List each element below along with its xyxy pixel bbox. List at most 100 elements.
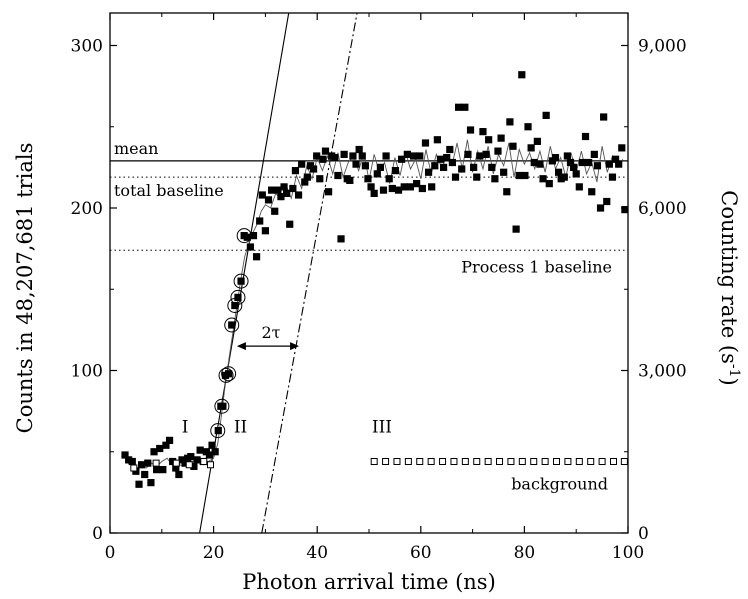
circled-point xyxy=(236,228,252,244)
background-point xyxy=(575,458,583,465)
data-point xyxy=(144,459,152,467)
data-point xyxy=(485,136,493,144)
data-point xyxy=(237,277,245,285)
data-point xyxy=(542,111,550,119)
data-point xyxy=(533,137,541,145)
data-point xyxy=(539,175,547,183)
data-point xyxy=(585,158,593,167)
data-point xyxy=(358,152,366,160)
background-point xyxy=(473,458,481,465)
data-point xyxy=(500,168,508,176)
data-point xyxy=(596,204,605,212)
data-point xyxy=(187,453,195,461)
data-point xyxy=(121,451,129,459)
y-tick-label: 200 xyxy=(71,199,103,219)
data-point xyxy=(355,145,363,154)
data-point xyxy=(560,173,568,181)
data-point xyxy=(228,321,236,329)
data-point xyxy=(159,466,167,474)
data-point xyxy=(321,147,330,155)
data-point xyxy=(466,126,475,134)
data-point xyxy=(524,123,532,131)
data-point xyxy=(298,160,306,168)
circled-point xyxy=(210,423,226,439)
data-point xyxy=(147,479,155,487)
data-point xyxy=(268,186,276,194)
data-point xyxy=(391,167,400,175)
data-point xyxy=(219,402,227,410)
data-point xyxy=(451,173,460,181)
data-point xyxy=(153,466,161,474)
data-point xyxy=(464,150,472,158)
data-point xyxy=(503,188,511,196)
data-point xyxy=(470,163,478,171)
data-point xyxy=(385,175,393,183)
data-point xyxy=(172,464,180,472)
background-point xyxy=(382,458,390,465)
data-point xyxy=(346,176,354,184)
early-open-square xyxy=(206,461,214,469)
data-point xyxy=(382,152,390,160)
data-point xyxy=(509,142,517,150)
background-point xyxy=(450,458,458,465)
background-point xyxy=(404,458,412,465)
data-point xyxy=(196,446,204,454)
data-point xyxy=(431,162,439,170)
data-point xyxy=(340,150,348,158)
circled-point xyxy=(224,317,240,333)
y-tick-label: 300 xyxy=(71,37,103,57)
y-tick-label: 0 xyxy=(92,524,103,544)
data-point xyxy=(545,180,553,188)
data-point xyxy=(590,150,598,158)
y2-tick-label: 0 xyxy=(638,524,649,544)
data-point xyxy=(280,183,288,191)
data-point xyxy=(433,136,441,144)
x-tick-label: 20 xyxy=(203,543,225,563)
data-point xyxy=(271,207,279,215)
data-point xyxy=(527,144,535,152)
y2-tick-label: 3,000 xyxy=(638,362,687,382)
data-point xyxy=(283,189,291,197)
data-point xyxy=(494,147,502,155)
data-series xyxy=(121,71,629,488)
data-point xyxy=(316,175,324,183)
background-point xyxy=(484,458,492,465)
background-point xyxy=(587,458,595,465)
data-point xyxy=(436,155,445,163)
data-point xyxy=(169,457,177,466)
data-point xyxy=(458,165,466,173)
background-point xyxy=(507,458,515,465)
data-point xyxy=(515,171,523,180)
background-point xyxy=(541,458,549,465)
data-point xyxy=(611,155,620,163)
data-point xyxy=(605,160,613,168)
data-point xyxy=(190,462,198,470)
data-point xyxy=(334,171,342,180)
data-point xyxy=(291,167,300,175)
data-point xyxy=(319,155,327,163)
data-point xyxy=(446,145,454,154)
data-point xyxy=(181,459,189,467)
data-point xyxy=(530,158,538,167)
background-point xyxy=(439,458,447,465)
tau-arrow-right-head xyxy=(290,342,300,351)
data-point xyxy=(352,160,360,168)
fit-lines xyxy=(199,13,358,533)
background-series xyxy=(130,458,628,472)
data-point xyxy=(588,188,596,196)
y2-axis-title-close: ) xyxy=(717,378,741,386)
data-point xyxy=(581,132,590,141)
data-point xyxy=(324,188,333,196)
data-point xyxy=(512,225,520,233)
background-point xyxy=(427,458,435,465)
data-point xyxy=(294,191,303,199)
data-point xyxy=(370,189,378,197)
early-open-square xyxy=(152,459,160,467)
circled-point xyxy=(230,289,246,305)
data-point xyxy=(394,186,403,194)
data-point xyxy=(165,436,174,444)
x-tick-label: 0 xyxy=(105,543,116,563)
data-point xyxy=(246,243,254,251)
background-point xyxy=(530,458,538,465)
